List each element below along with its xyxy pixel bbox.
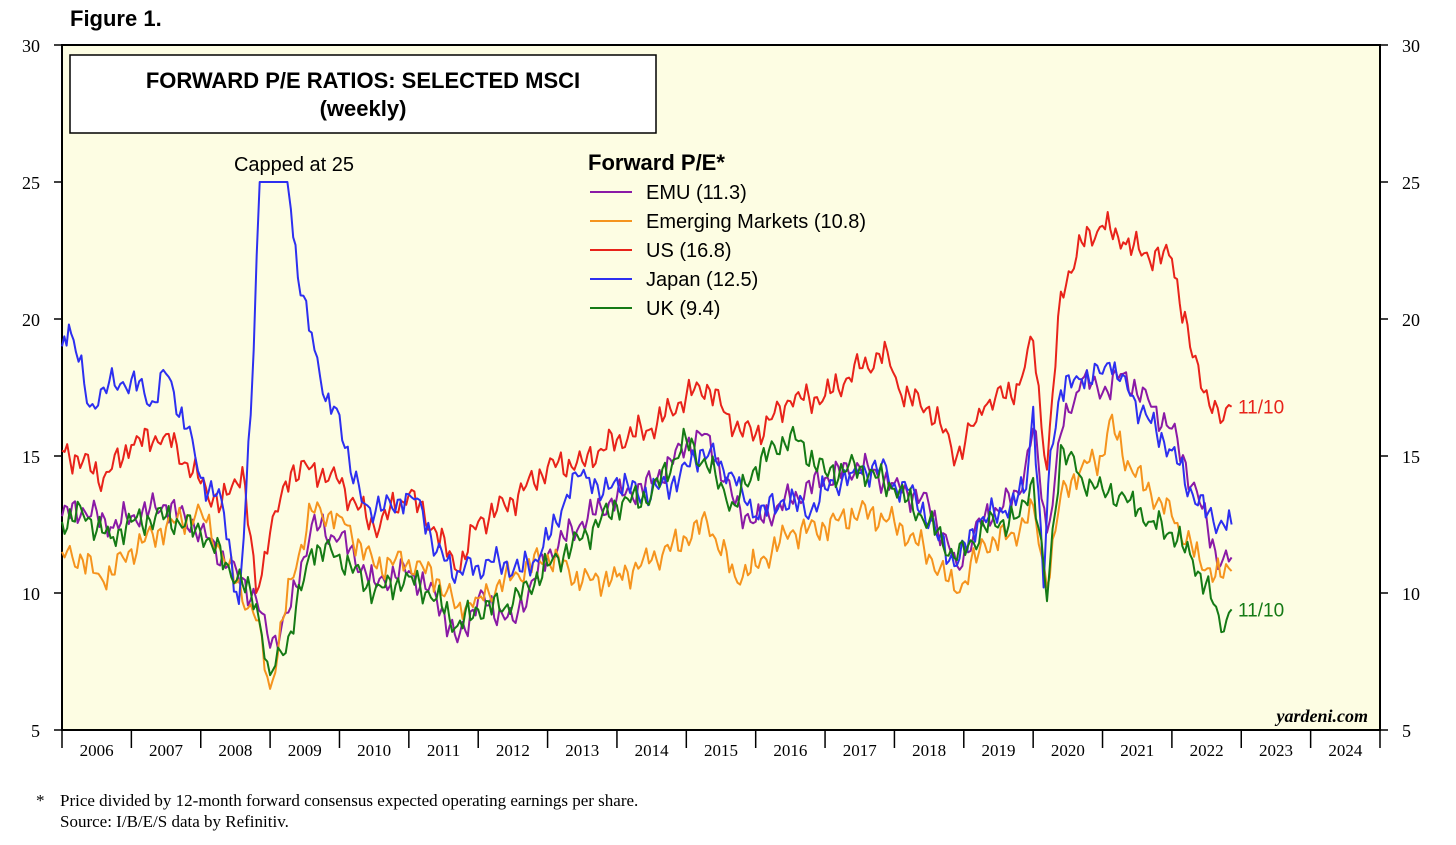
legend-entry: US (16.8) — [646, 240, 732, 262]
footnote-line-2: Source: I/B/E/S data by Refinitiv. — [60, 812, 289, 831]
footnote-line-1: Price divided by 12-month forward consen… — [60, 791, 639, 810]
series-line — [61, 211, 1233, 594]
x-tick-label: 2010 — [357, 741, 391, 760]
x-tick-label: 2017 — [843, 741, 878, 760]
y-tick-label-left: 15 — [22, 447, 40, 467]
end-label: 11/10 — [1238, 398, 1284, 419]
y-tick-label-right: 5 — [1402, 721, 1411, 741]
x-tick-label: 2013 — [565, 741, 599, 760]
x-tick-label: 2016 — [773, 741, 807, 760]
y-tick-label-right: 30 — [1402, 36, 1420, 56]
x-tick-label: 2014 — [635, 741, 670, 760]
x-tick-label: 2021 — [1120, 741, 1154, 760]
x-tick-label: 2006 — [80, 741, 114, 760]
y-tick-label-left: 10 — [22, 584, 40, 604]
y-tick-label-right: 20 — [1402, 310, 1420, 330]
x-tick-label: 2018 — [912, 741, 946, 760]
legend-entry: Japan (12.5) — [646, 269, 758, 291]
x-tick-label: 2009 — [288, 741, 322, 760]
watermark: yardeni.com — [1275, 706, 1369, 726]
x-tick-label: 2023 — [1259, 741, 1293, 760]
y-tick-label-left: 5 — [31, 721, 40, 741]
series-line — [61, 368, 1233, 650]
x-tick-label: 2011 — [427, 741, 460, 760]
x-tick-label: 2020 — [1051, 741, 1085, 760]
x-tick-label: 2019 — [981, 741, 1015, 760]
legend-title: Forward P/E* — [588, 150, 725, 175]
x-tick-label: 2012 — [496, 741, 530, 760]
y-tick-label-right: 10 — [1402, 584, 1420, 604]
footnote: * Price divided by 12-month forward conse… — [36, 790, 638, 832]
figure-label: Figure 1. — [70, 6, 162, 31]
y-tick-label-left: 25 — [22, 173, 40, 193]
y-tick-label-right: 25 — [1402, 173, 1420, 193]
series-line — [61, 425, 1233, 677]
y-tick-label-left: 20 — [22, 310, 40, 330]
x-tick-label: 2008 — [218, 741, 252, 760]
footnote-star: * — [36, 791, 45, 810]
x-tick-label: 2015 — [704, 741, 738, 760]
plot-area — [61, 44, 1381, 731]
chart-title: FORWARD P/E RATIOS: SELECTED MSCI — [146, 68, 580, 93]
x-tick-label: 2024 — [1328, 741, 1363, 760]
x-tick-label: 2007 — [149, 741, 184, 760]
x-tick-label: 2022 — [1190, 741, 1224, 760]
legend-entry: EMU (11.3) — [646, 182, 747, 204]
y-tick-label-right: 15 — [1402, 447, 1420, 467]
chart-subtitle: (weekly) — [320, 96, 407, 121]
legend-entry: Emerging Markets (10.8) — [646, 211, 866, 233]
legend-entry: UK (9.4) — [646, 298, 720, 320]
y-tick-label-left: 30 — [22, 36, 40, 56]
capped-annotation: Capped at 25 — [234, 154, 354, 176]
title-box — [69, 54, 657, 134]
end-label: 11/10 — [1238, 600, 1284, 621]
